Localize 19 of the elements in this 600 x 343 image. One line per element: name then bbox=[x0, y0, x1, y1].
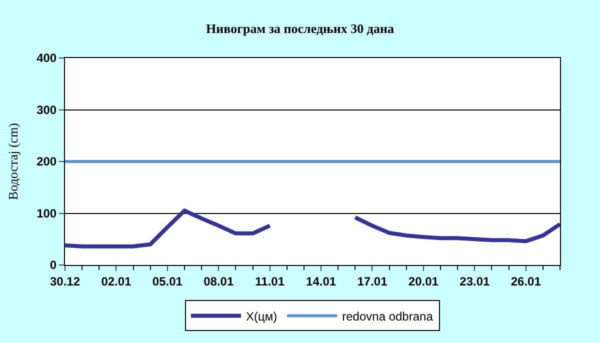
x-tick-label: 30.12 bbox=[50, 274, 80, 288]
x-tick-label: 14.01 bbox=[306, 274, 336, 288]
y-tick-label: 0 bbox=[50, 258, 57, 272]
y-tick-label: 100 bbox=[36, 206, 57, 220]
y-tick-label: 200 bbox=[36, 154, 57, 169]
legend-label: redovna odbrana bbox=[342, 309, 434, 324]
x-tick-label: 05.01 bbox=[152, 274, 183, 288]
x-tick-label: 02.01 bbox=[101, 274, 132, 288]
y-tick-label: 400 bbox=[36, 51, 57, 66]
y-axis-title: Водостај (cm) bbox=[6, 122, 21, 200]
y-tick-label: 300 bbox=[36, 102, 57, 117]
legend-label: X(цм) bbox=[246, 309, 278, 324]
x-tick-label: 08.01 bbox=[204, 274, 234, 288]
chart-title: Нивограм за последњих 30 дана bbox=[206, 21, 394, 36]
x-tick-label: 20.01 bbox=[408, 274, 439, 288]
x-tick-label: 26.01 bbox=[510, 274, 542, 288]
x-tick-label: 17.01 bbox=[357, 274, 388, 288]
x-tick-label: 11.01 bbox=[255, 274, 285, 288]
x-tick-label: 23.01 bbox=[460, 274, 490, 288]
